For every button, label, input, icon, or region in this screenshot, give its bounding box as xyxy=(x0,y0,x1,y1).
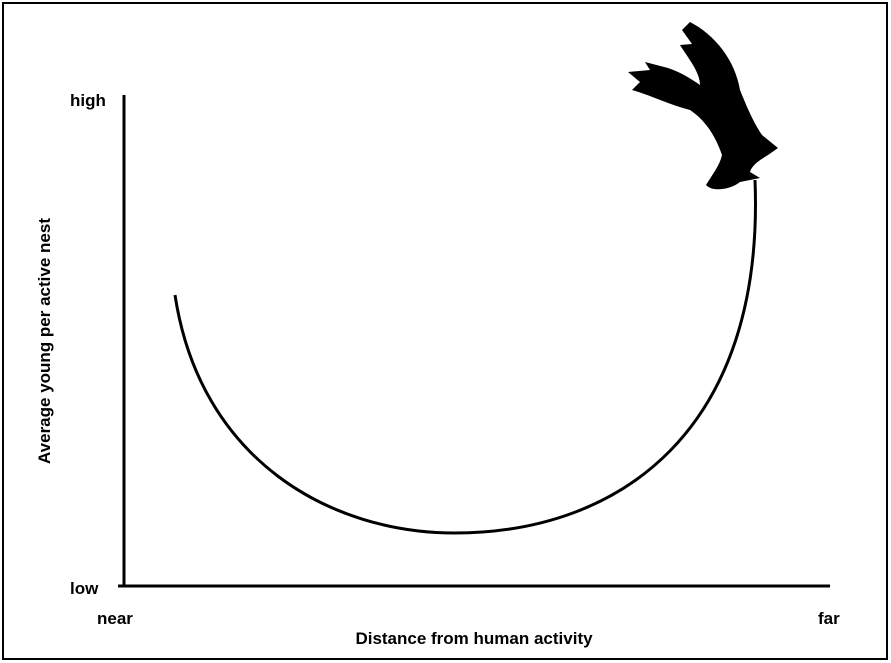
page: {"axes": {"y_label": "Average young per … xyxy=(0,0,891,663)
x-near-label: near xyxy=(97,609,133,628)
diagram: high low near far Distance from human ac… xyxy=(0,0,891,663)
frame xyxy=(3,3,887,659)
y-low-label: low xyxy=(70,579,99,598)
x-far-label: far xyxy=(818,609,840,628)
x-axis-title: Distance from human activity xyxy=(355,629,593,648)
y-high-label: high xyxy=(70,91,106,110)
y-axis-title: Average young per active nest xyxy=(35,218,54,464)
